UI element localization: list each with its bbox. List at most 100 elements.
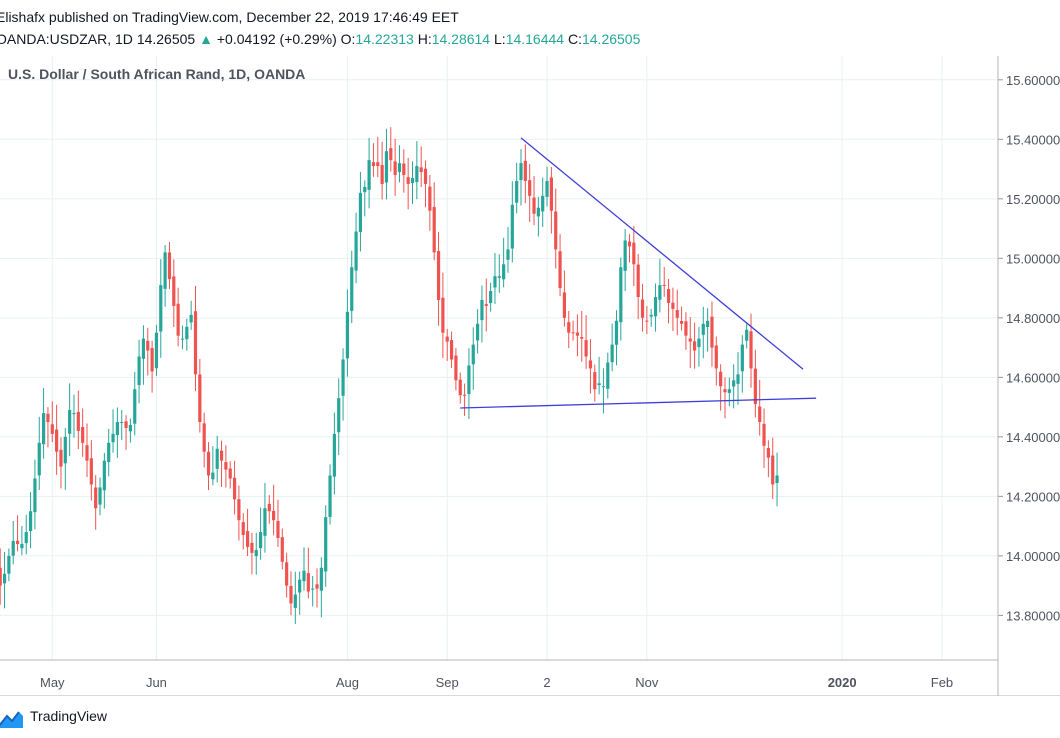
candle-body xyxy=(588,360,593,369)
candle xyxy=(410,161,415,205)
candle xyxy=(480,285,484,343)
low-label: L: xyxy=(494,31,506,47)
candle xyxy=(710,301,714,367)
candle-body xyxy=(727,389,731,393)
candle-body xyxy=(758,406,762,422)
candle xyxy=(497,254,501,293)
candle-body xyxy=(410,177,415,184)
candle-body xyxy=(636,264,640,298)
candle-body xyxy=(423,168,428,184)
candle-body xyxy=(276,521,280,539)
candle-body xyxy=(584,340,588,357)
candle xyxy=(593,364,597,402)
trendlines[interactable] xyxy=(460,137,817,409)
candle xyxy=(719,364,723,411)
candle-body xyxy=(76,411,80,431)
candle-body xyxy=(675,310,679,318)
candle xyxy=(397,145,402,183)
candle xyxy=(679,306,684,331)
candle xyxy=(154,324,159,376)
candle xyxy=(63,427,67,490)
y-tick-label: 13.80000 xyxy=(1006,608,1060,623)
candle xyxy=(267,495,271,524)
candle xyxy=(128,418,132,443)
candle xyxy=(363,180,367,217)
candle-body xyxy=(476,323,480,341)
candle xyxy=(180,325,185,350)
candle xyxy=(341,348,345,421)
candle xyxy=(727,377,731,407)
close-value: 14.26505 xyxy=(581,31,641,47)
candle-body xyxy=(467,365,471,395)
candle-body xyxy=(445,336,449,342)
open-label: O: xyxy=(340,31,356,47)
candle-body xyxy=(714,345,718,369)
candle xyxy=(562,270,566,327)
candle xyxy=(584,315,588,369)
candle-body xyxy=(732,380,736,387)
candle-body xyxy=(94,487,98,509)
time-axis[interactable]: May Jun Aug Sep 2 Nov 2020 Feb xyxy=(0,659,1060,696)
candle xyxy=(601,368,606,414)
candle xyxy=(324,505,328,587)
price-axis[interactable]: 15.60000 15.40000 15.20000 15.00000 14.80000… xyxy=(997,56,1060,696)
candle-body xyxy=(180,338,185,340)
candle xyxy=(276,499,280,547)
candle xyxy=(684,312,688,350)
candle-body xyxy=(189,314,193,323)
candle xyxy=(206,442,211,491)
candle xyxy=(146,327,150,376)
candle-body xyxy=(441,297,445,333)
candle xyxy=(462,383,467,416)
candle-body xyxy=(562,292,566,318)
candle xyxy=(523,144,527,204)
candle xyxy=(367,137,371,209)
candle xyxy=(172,259,176,327)
price-chart[interactable]: 15.60000 15.40000 15.20000 15.00000 14.80000… xyxy=(0,56,1060,696)
footer: TradingView xyxy=(0,700,1060,738)
x-tick-label: 2 xyxy=(543,675,550,690)
close-label: C: xyxy=(567,31,582,47)
candle-body xyxy=(128,424,132,432)
candle xyxy=(59,437,63,489)
change-arrow-icon: ▲ xyxy=(199,31,213,47)
low-value: 14.16444 xyxy=(505,31,565,47)
candle xyxy=(380,141,384,200)
x-tick-label: Jun xyxy=(146,675,167,690)
descending-resistance-line[interactable] xyxy=(520,137,804,370)
candle xyxy=(254,532,258,575)
candle-body xyxy=(141,338,146,359)
candle xyxy=(124,415,128,450)
candle xyxy=(289,571,293,616)
candle xyxy=(662,267,666,297)
candle-body xyxy=(775,475,779,484)
candle-body xyxy=(766,448,770,458)
candle-body xyxy=(710,316,714,348)
candle xyxy=(345,289,349,377)
candle-body xyxy=(610,344,614,363)
candle xyxy=(671,287,675,332)
candle xyxy=(758,379,762,436)
candle xyxy=(549,167,553,234)
candle xyxy=(315,568,319,608)
candle xyxy=(519,149,523,206)
candle-body xyxy=(319,567,323,591)
candle xyxy=(441,272,445,359)
candle xyxy=(81,408,85,457)
candle-body xyxy=(428,186,432,211)
candle xyxy=(237,485,241,541)
candle-body xyxy=(523,160,527,181)
horizontal-support-line[interactable] xyxy=(460,397,817,409)
candle xyxy=(280,528,284,570)
candle-body xyxy=(580,336,584,339)
candle-body xyxy=(623,240,627,271)
candle xyxy=(202,412,206,468)
candle-body xyxy=(102,460,106,491)
candle xyxy=(493,253,497,304)
candle xyxy=(263,482,267,553)
y-tick-label: 15.20000 xyxy=(1006,192,1060,207)
candle xyxy=(2,551,7,609)
candle xyxy=(167,241,172,289)
candle-body xyxy=(46,413,50,422)
candle xyxy=(645,306,649,335)
